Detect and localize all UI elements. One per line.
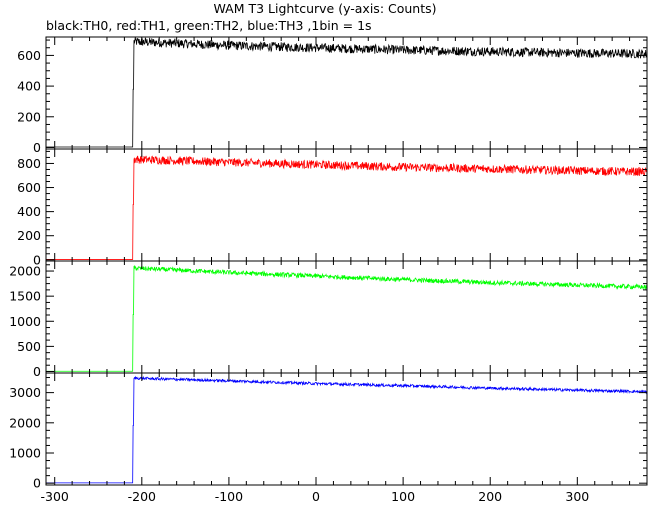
chart-subtitle: black:TH0, red:TH1, green:TH2, blue:TH3 … xyxy=(46,18,372,33)
y-tick-label: 200 xyxy=(17,228,41,243)
x-tick-label: 200 xyxy=(478,489,502,504)
y-tick-label: 0 xyxy=(33,140,41,155)
y-tick-label: 2000 xyxy=(9,415,41,430)
y-tick-label: 0 xyxy=(33,364,41,379)
panel-frame-th3 xyxy=(45,372,648,486)
y-tick-label: 3000 xyxy=(9,385,41,400)
y-tick-label: 600 xyxy=(17,48,41,63)
series-line-th0 xyxy=(46,37,648,148)
y-tick-label: 800 xyxy=(17,156,41,171)
y-tick-label: 200 xyxy=(17,109,41,124)
y-tick-label: 500 xyxy=(17,339,41,354)
chart-title: WAM T3 Lightcurve (y-axis: Counts) xyxy=(213,1,436,16)
header-svg: WAM T3 Lightcurve (y-axis: Counts) black… xyxy=(46,1,437,33)
y-tick-label: 400 xyxy=(17,79,41,94)
x-tick-label: 0 xyxy=(312,489,320,504)
y-tick-label: 1500 xyxy=(9,289,41,304)
x-tick-label: -100 xyxy=(215,489,243,504)
y-tick-label: 0 xyxy=(33,476,41,491)
x-tick-label: 300 xyxy=(565,489,589,504)
y-tick-label: 2000 xyxy=(9,264,41,279)
x-tick-label: 100 xyxy=(391,489,415,504)
y-tick-label: 1000 xyxy=(9,314,41,329)
x-tick-label: -200 xyxy=(128,489,156,504)
x-tick-label: -300 xyxy=(41,489,69,504)
series-line-th1 xyxy=(46,155,648,260)
y-tick-label: 600 xyxy=(17,180,41,195)
series-line-th2 xyxy=(46,265,648,372)
series-line-th3 xyxy=(46,375,648,484)
y-tick-label: 400 xyxy=(17,204,41,219)
y-tick-label: 0 xyxy=(33,252,41,267)
y-tick-label: 1000 xyxy=(9,446,41,461)
